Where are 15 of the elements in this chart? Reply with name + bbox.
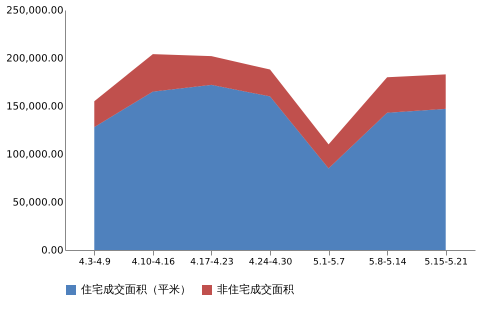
x-tick-label: 5.8-5.14: [368, 258, 407, 268]
y-tick-label: 50,000.00: [12, 198, 64, 208]
y-tick-label: 200,000.00: [6, 54, 64, 64]
legend-label: 非住宅成交面积: [217, 283, 294, 296]
x-tick-label: 4.10-4.16: [132, 258, 176, 268]
y-tick-label: 250,000.00: [6, 6, 64, 16]
x-tick-label: 5.15-5.21: [424, 258, 468, 268]
x-tick-label: 4.17-4.23: [190, 258, 234, 268]
x-tick-label: 4.24-4.30: [248, 258, 292, 268]
legend-label: 住宅成交面积（平米）: [81, 283, 191, 296]
y-tick-label: 100,000.00: [6, 150, 64, 160]
x-tick-label: 5.1-5.7: [313, 258, 346, 268]
y-tick-label: 0.00: [41, 246, 64, 256]
x-tick-label: 4.3-4.9: [78, 258, 111, 268]
y-tick-label: 150,000.00: [6, 102, 64, 112]
